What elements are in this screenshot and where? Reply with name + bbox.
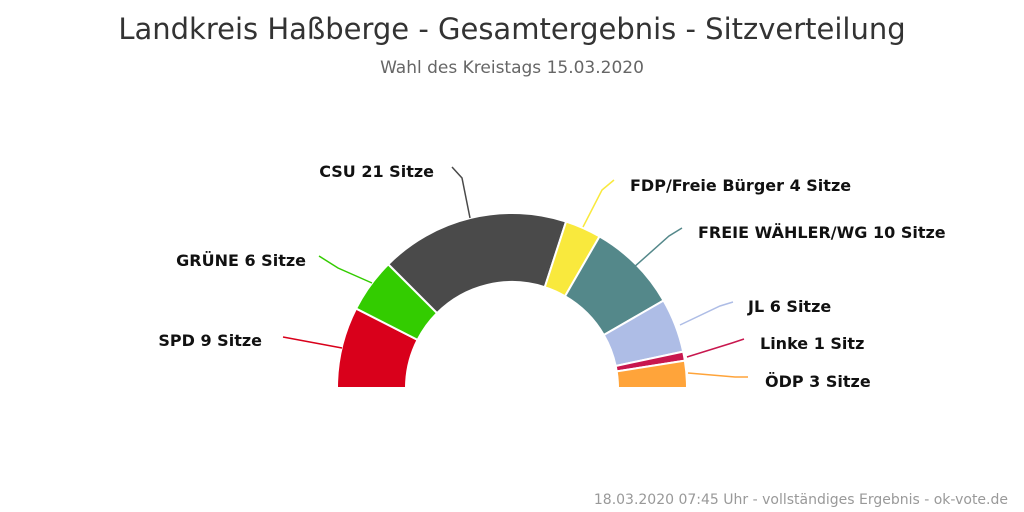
- connector-grüne: [318, 255, 373, 284]
- label-linke: Linke 1 Sitz: [760, 334, 864, 353]
- label-spd: SPD 9 Sitze: [158, 331, 262, 350]
- connector-freie-wähler-wg: [632, 227, 683, 269]
- connector-fdp-freie-bürger: [582, 179, 615, 228]
- chart-title: Landkreis Haßberge - Gesamtergebnis - Si…: [118, 12, 906, 46]
- label-csu: CSU 21 Sitze: [319, 162, 434, 181]
- label-freie-wähler-wg: FREIE WÄHLER/WG 10 Sitze: [698, 223, 946, 242]
- connector-linke: [686, 338, 745, 358]
- connector-spd: [282, 336, 343, 349]
- connector-ödp: [687, 372, 748, 378]
- label-fdp-freie-bürger: FDP/Freie Bürger 4 Sitze: [630, 176, 851, 195]
- footer-credit: 18.03.2020 07:45 Uhr - vollständiges Erg…: [593, 492, 1008, 508]
- label-jl: JL 6 Sitze: [747, 297, 831, 316]
- connector-csu: [451, 166, 471, 219]
- label-grüne: GRÜNE 6 Sitze: [176, 251, 306, 270]
- chart-subtitle: Wahl des Kreistags 15.03.2020: [380, 58, 644, 78]
- slice-ödp: [615, 359, 689, 389]
- label-ödp: ÖDP 3 Sitze: [765, 372, 871, 391]
- connector-jl: [679, 301, 734, 326]
